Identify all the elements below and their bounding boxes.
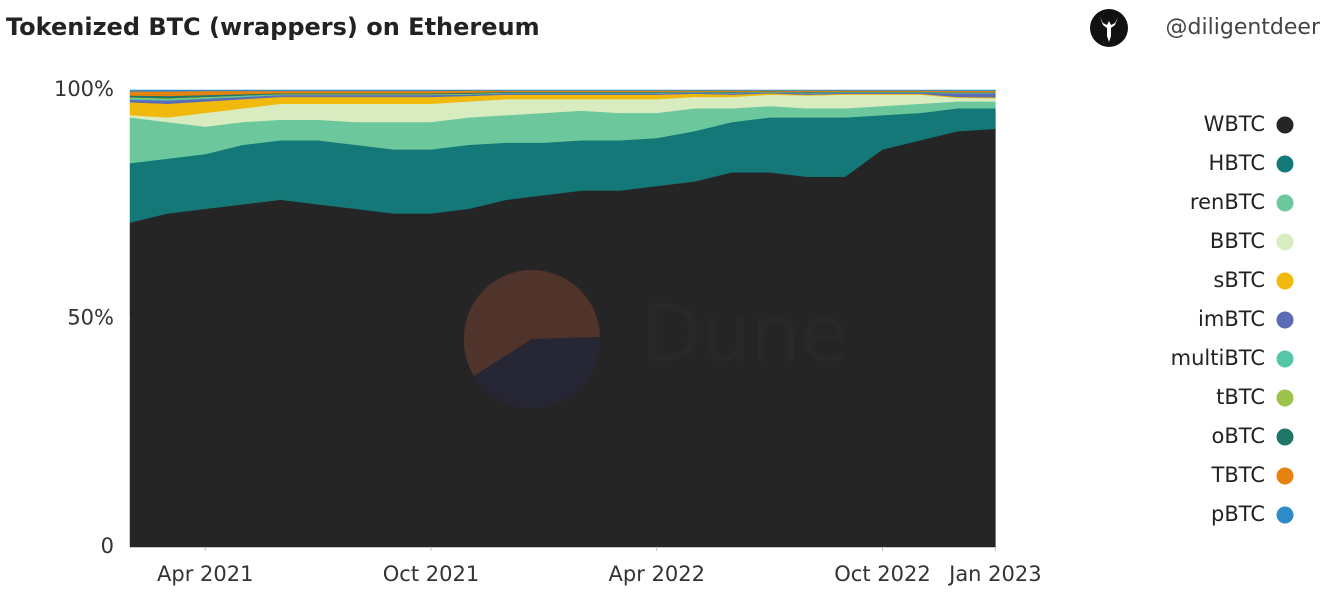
y-tick-label: 0 <box>101 534 114 558</box>
legend-label: imBTC <box>1198 307 1265 331</box>
author-avatar <box>1090 9 1128 47</box>
plot-area <box>129 89 996 548</box>
author: @diligentdeer <box>1166 15 1321 40</box>
legend-item: oBTC <box>1211 424 1294 448</box>
legend-swatch <box>1276 467 1294 485</box>
legend-label: BBTC <box>1210 229 1265 253</box>
x-tick-label: Oct 2022 <box>834 562 930 586</box>
area <box>129 89 996 92</box>
legend-swatch <box>1276 506 1294 524</box>
watermark-text: Dune <box>642 289 849 379</box>
legend-label: sBTC <box>1213 268 1265 292</box>
x-tick-label: Apr 2022 <box>609 562 705 586</box>
x-tick-label: Apr 2021 <box>157 562 253 586</box>
y-tick-label: 50% <box>67 306 114 330</box>
legend-swatch <box>1276 194 1294 212</box>
legend-item: pBTC <box>1211 502 1294 526</box>
legend-item: renBTC <box>1190 190 1294 214</box>
legend-swatch <box>1276 155 1294 173</box>
legend-item: TBTC <box>1211 463 1294 487</box>
legend-swatch <box>1276 428 1294 446</box>
legend-swatch <box>1276 311 1294 329</box>
legend-label: oBTC <box>1211 424 1265 448</box>
legend-item: sBTC <box>1213 268 1294 292</box>
chart-title: Tokenized BTC (wrappers) on Ethereum <box>6 13 540 41</box>
legend-label: TBTC <box>1211 463 1266 487</box>
legend-label: multiBTC <box>1171 346 1265 370</box>
legend-item: BBTC <box>1210 229 1294 253</box>
legend-item: imBTC <box>1198 307 1294 331</box>
legend-label: renBTC <box>1190 190 1265 214</box>
x-tick-label: Jan 2023 <box>947 562 1042 586</box>
legend-item: multiBTC <box>1171 346 1294 370</box>
legend-label: HBTC <box>1209 151 1265 175</box>
legend-item: WBTC <box>1204 112 1294 136</box>
legend-swatch <box>1276 389 1294 407</box>
legend-swatch <box>1276 233 1294 251</box>
y-tick-label: 100% <box>54 77 114 101</box>
legend-swatch <box>1276 272 1294 290</box>
legend-label: WBTC <box>1204 112 1265 136</box>
legend-swatch <box>1276 350 1294 368</box>
watermark <box>463 270 601 409</box>
legend-label: pBTC <box>1211 502 1265 526</box>
legend-item: HBTC <box>1209 151 1294 175</box>
legend-item: tBTC <box>1216 385 1294 409</box>
legend-swatch <box>1276 116 1294 134</box>
legend-label: tBTC <box>1216 385 1265 409</box>
x-tick-label: Oct 2021 <box>383 562 479 586</box>
